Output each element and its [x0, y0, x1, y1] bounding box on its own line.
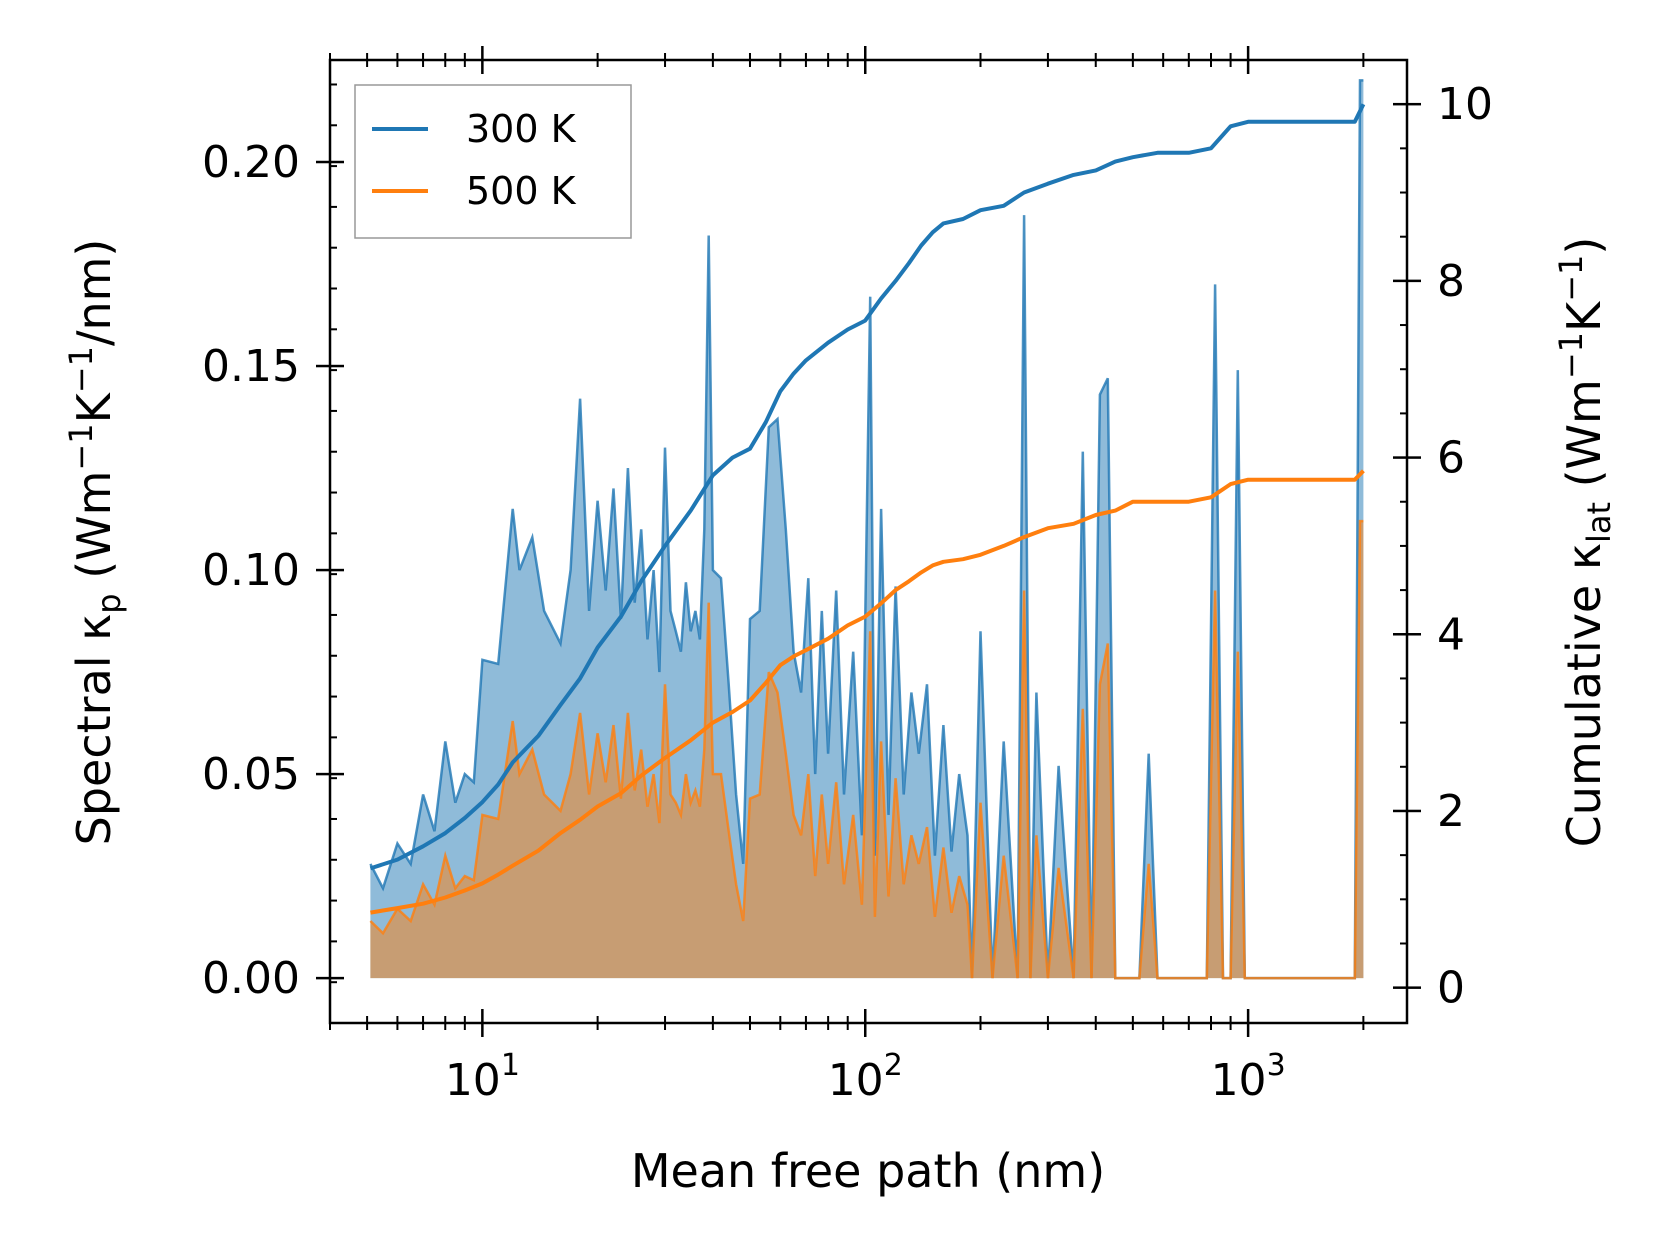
cumulative-line-300k	[369, 103, 1366, 871]
x-tick-label: 103	[1211, 1048, 1286, 1106]
y-tick-label: 0.15	[202, 341, 300, 392]
legend-box	[354, 84, 632, 239]
spectral-outline-500k	[369, 519, 1364, 980]
y2-tick-label: 8	[1437, 256, 1465, 307]
axis-ticks: 0.00 0.05 0.10 0.15 0.20 0 2 4 6 8 10 101 102 103	[202, 46, 1493, 1106]
x-axis-title: Mean free path (nm)	[631, 1144, 1105, 1198]
cumulative-line-500k	[370, 469, 1365, 915]
y2-tick-label: 2	[1437, 786, 1465, 837]
legend-label-500k: 500 K	[466, 169, 577, 213]
y-axis-title: Spectral κp (Wm−1K−1/nm)	[62, 239, 128, 846]
y2-tick-label: 0	[1437, 963, 1465, 1014]
cumulative-lines	[369, 103, 1366, 915]
plot-frame	[328, 58, 1409, 1025]
y2-tick-label: 4	[1437, 609, 1465, 660]
spectral-outline-300k	[369, 79, 1364, 980]
y2-tick-label: 10	[1437, 79, 1493, 130]
y-tick-label: 0.10	[202, 545, 300, 596]
y2-axis-title: Cumulative κlat (Wm−1K−1)	[1552, 237, 1618, 848]
x-tick-label: 102	[828, 1048, 903, 1106]
spectral-areas	[369, 79, 1364, 980]
y-tick-label: 0.00	[202, 953, 300, 1004]
legend-label-300k: 300 K	[466, 107, 577, 151]
x-tick-label: 101	[445, 1048, 520, 1106]
y-tick-label: 0.05	[202, 749, 300, 800]
y2-tick-label: 6	[1437, 433, 1465, 484]
y-tick-label: 0.20	[202, 137, 300, 188]
legend: 300 K 500 K	[354, 84, 632, 239]
